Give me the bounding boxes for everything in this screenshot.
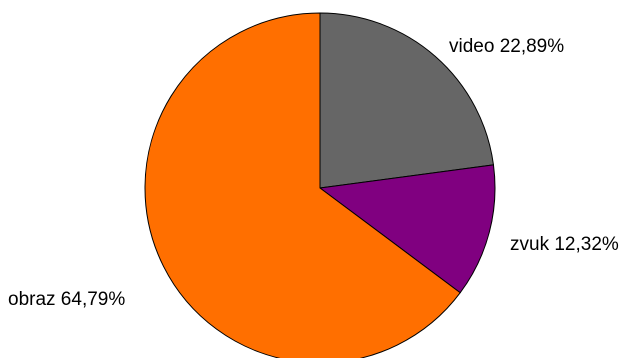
pie-slices <box>144 12 496 358</box>
pie-labels: video 22,89% zvuk 12,32% obraz 64,79% <box>8 36 619 310</box>
pie-slice-video <box>319 12 495 189</box>
pie-slice-zvuk <box>318 164 496 294</box>
slice-label-video: video 22,89% <box>449 36 564 57</box>
pie-slice-obraz <box>144 12 461 358</box>
slice-label-zvuk: zvuk 12,32% <box>510 234 619 255</box>
slice-label-obraz: obraz 64,79% <box>8 289 125 310</box>
